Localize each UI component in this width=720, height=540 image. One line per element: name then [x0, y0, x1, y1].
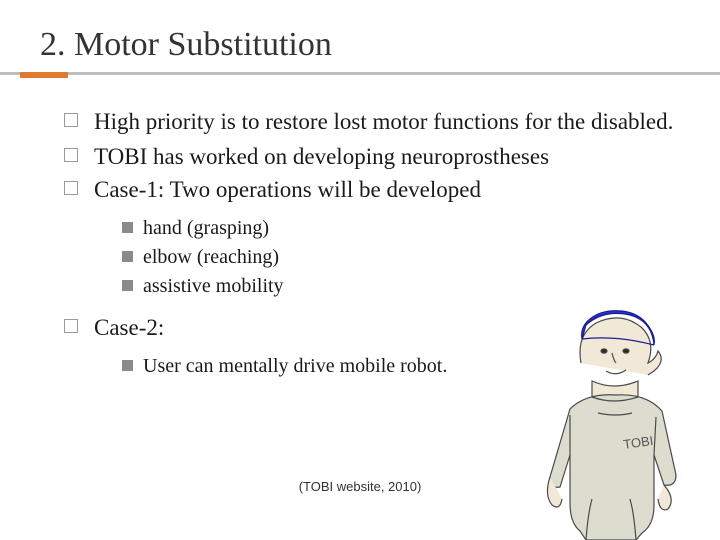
bullet-text: TOBI has worked on developing neuroprost… — [94, 141, 549, 172]
sub-bullet-text: User can mentally drive mobile robot. — [143, 353, 447, 380]
sub-bullet-group: hand (grasping) elbow (reaching) assisti… — [64, 215, 680, 300]
underline-gray — [0, 72, 720, 75]
bullet-item: Case-1: Two operations will be developed — [64, 174, 680, 205]
tobi-figure-illustration: TOBI — [526, 305, 696, 540]
sub-bullet-text: hand (grasping) — [143, 215, 269, 242]
underline-accent — [20, 72, 68, 78]
bullet-text: Case-2: — [94, 312, 164, 343]
filled-square-bullet-icon — [122, 251, 133, 262]
bullet-text: Case-1: Two operations will be developed — [94, 174, 481, 205]
slide-title: 2. Motor Substitution — [40, 26, 680, 64]
sub-bullet-item: elbow (reaching) — [122, 244, 680, 271]
sub-bullet-item: assistive mobility — [122, 273, 680, 300]
bullet-text: High priority is to restore lost motor f… — [94, 106, 673, 137]
filled-square-bullet-icon — [122, 360, 133, 371]
sub-bullet-item: hand (grasping) — [122, 215, 680, 242]
filled-square-bullet-icon — [122, 222, 133, 233]
sub-bullet-text: assistive mobility — [143, 273, 284, 300]
slide: 2. Motor Substitution High priority is t… — [0, 0, 720, 540]
filled-square-bullet-icon — [122, 280, 133, 291]
square-bullet-icon — [64, 148, 78, 162]
title-underline — [0, 72, 720, 78]
sub-bullet-text: elbow (reaching) — [143, 244, 279, 271]
square-bullet-icon — [64, 181, 78, 195]
bullet-item: High priority is to restore lost motor f… — [64, 106, 680, 137]
bullet-item: TOBI has worked on developing neuroprost… — [64, 141, 680, 172]
square-bullet-icon — [64, 113, 78, 127]
square-bullet-icon — [64, 319, 78, 333]
